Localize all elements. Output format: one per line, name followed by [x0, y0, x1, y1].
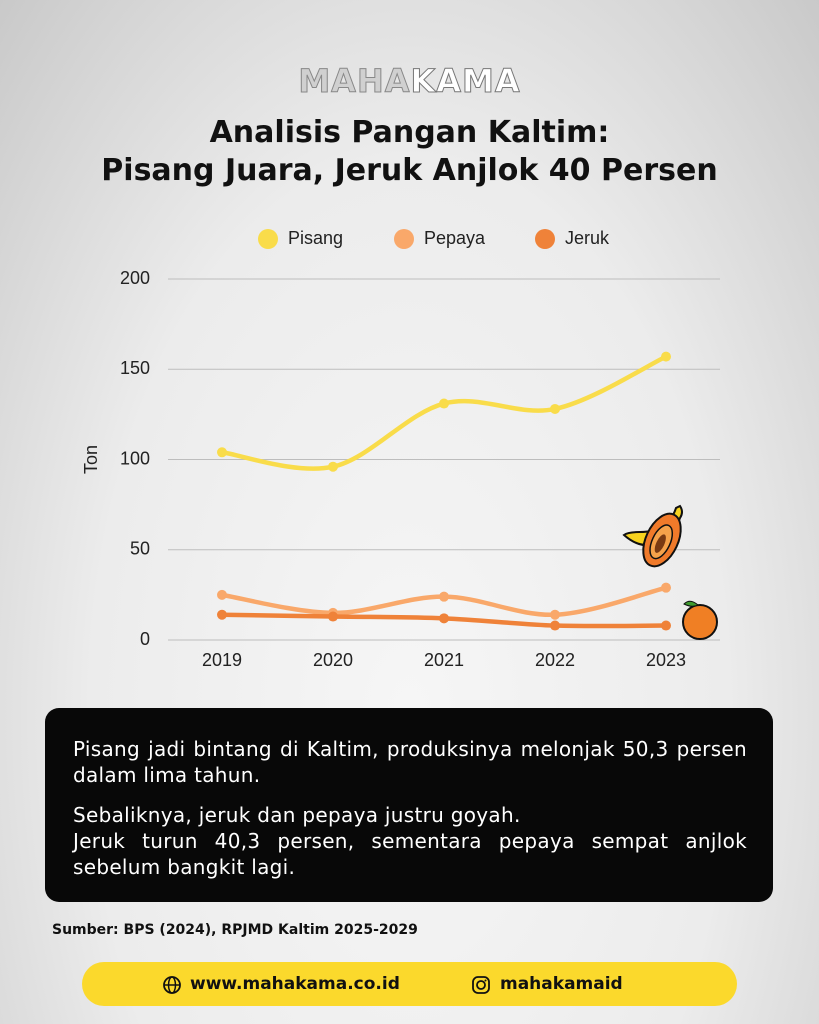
legend-label: Pepaya	[424, 228, 486, 248]
y-axis-label: Ton	[81, 445, 101, 474]
y-tick-label: 200	[120, 268, 150, 288]
legend-label: Jeruk	[565, 228, 610, 248]
data-point	[661, 620, 671, 631]
fruit-icons	[622, 504, 718, 640]
data-point	[550, 609, 560, 620]
summary-box: Pisang jadi bintang di Kaltim, produksin…	[45, 708, 773, 902]
instagram[interactable]: mahakamaid	[500, 974, 623, 994]
x-tick-label: 2023	[646, 650, 686, 670]
y-tick-label: 150	[120, 358, 150, 378]
data-point	[550, 620, 560, 631]
data-point	[661, 351, 671, 362]
y-tick-label: 50	[130, 539, 150, 559]
data-point	[217, 589, 227, 600]
orange-icon	[682, 600, 718, 640]
title: Analisis Pangan Kaltim: Pisang Juara, Jer…	[0, 114, 819, 190]
legend-marker	[258, 229, 278, 249]
data-point	[439, 398, 449, 409]
x-tick-label: 2019	[202, 650, 242, 670]
summary-text: Pisang jadi bintang di Kaltim, produksin…	[73, 737, 747, 787]
papaya-icon	[642, 512, 682, 568]
legend-marker	[394, 229, 414, 249]
series-line	[219, 354, 669, 471]
chart: 0 50 100 150 200 Ton 2019 2020 2021 2022 2023 Pisan…	[81, 228, 720, 670]
data-point	[328, 611, 338, 622]
instagram-icon	[472, 976, 490, 994]
summary-text: Sebaliknya, jeruk dan pepaya justru goya…	[73, 803, 521, 827]
data-point	[661, 582, 671, 593]
brand-light: MAHA	[298, 62, 411, 101]
data-point	[217, 609, 227, 620]
summary-text: Jeruk turun 40,3 persen, sementara pepay…	[73, 829, 747, 879]
website[interactable]: www.mahakama.co.id	[190, 974, 400, 994]
source: Sumber: BPS (2024), RPJMD Kaltim 2025-20…	[52, 922, 418, 938]
legend-marker	[535, 229, 555, 249]
footer: www.mahakama.co.id mahakamaid	[82, 962, 737, 1006]
brand: MAHAKAMA	[0, 62, 819, 101]
data-point	[439, 591, 449, 602]
title-line: Pisang Juara, Jeruk Anjlok 40 Persen	[101, 153, 718, 188]
data-point	[550, 403, 560, 414]
y-tick-label: 100	[120, 448, 150, 468]
data-point	[217, 447, 227, 458]
y-tick-label: 0	[140, 629, 150, 649]
x-tick-label: 2022	[535, 650, 575, 670]
data-point	[328, 461, 338, 472]
data-point	[439, 613, 449, 624]
legend-label: Pisang	[288, 228, 343, 248]
globe-icon	[163, 976, 181, 994]
x-tick-label: 2020	[313, 650, 353, 670]
title-line: Analisis Pangan Kaltim:	[209, 115, 610, 150]
brand-bold: KAMA	[410, 62, 521, 101]
x-tick-label: 2021	[424, 650, 464, 670]
